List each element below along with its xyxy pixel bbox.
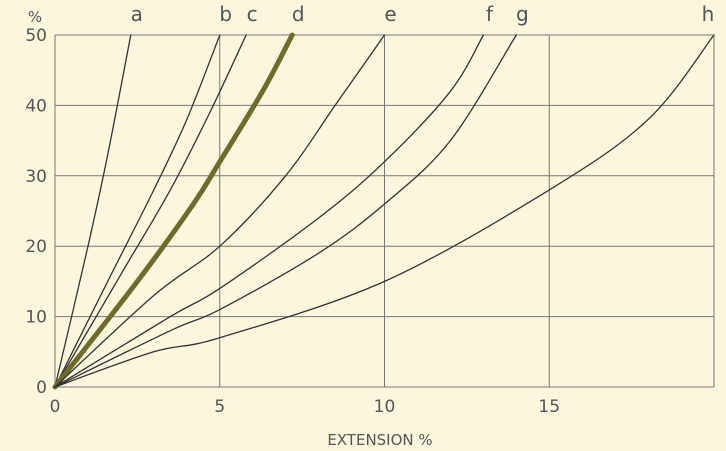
curve-label-h: h <box>702 2 715 26</box>
x-axis-label: EXTENSION % <box>327 431 432 449</box>
y-tick-label: 0 <box>36 378 47 398</box>
curve-label-d: d <box>292 2 305 26</box>
curve-label-e: e <box>384 2 396 26</box>
curve-h <box>54 34 715 388</box>
curve-label-f: f <box>486 2 494 26</box>
curve-label-c: c <box>247 2 258 26</box>
x-tick-label: 10 <box>374 397 396 417</box>
y-axis-ticks: 0 10 20 30 40 50 <box>25 26 47 398</box>
y-tick-label: 50 <box>25 26 47 46</box>
curve-g <box>54 34 517 388</box>
curve-label-g: g <box>516 2 529 26</box>
curve-a <box>54 34 132 388</box>
x-tick-label: 0 <box>50 397 61 417</box>
curve-c <box>54 34 247 388</box>
x-tick-label: 5 <box>214 397 225 417</box>
x-tick-label: 15 <box>538 397 560 417</box>
y-axis-label: % <box>28 8 42 26</box>
curve-label-b: b <box>219 2 232 26</box>
curves <box>52 32 715 390</box>
grid <box>54 34 715 388</box>
curve-e <box>54 34 386 388</box>
x-axis-ticks: 0 5 10 15 <box>50 397 560 417</box>
y-tick-label: 10 <box>25 308 47 328</box>
curve-d <box>52 32 295 390</box>
curve-label-a: a <box>131 2 143 26</box>
y-tick-label: 30 <box>25 167 47 187</box>
y-tick-label: 40 <box>25 96 47 116</box>
y-tick-label: 20 <box>25 237 47 257</box>
curve-b <box>54 34 221 388</box>
curve-f <box>54 34 485 388</box>
